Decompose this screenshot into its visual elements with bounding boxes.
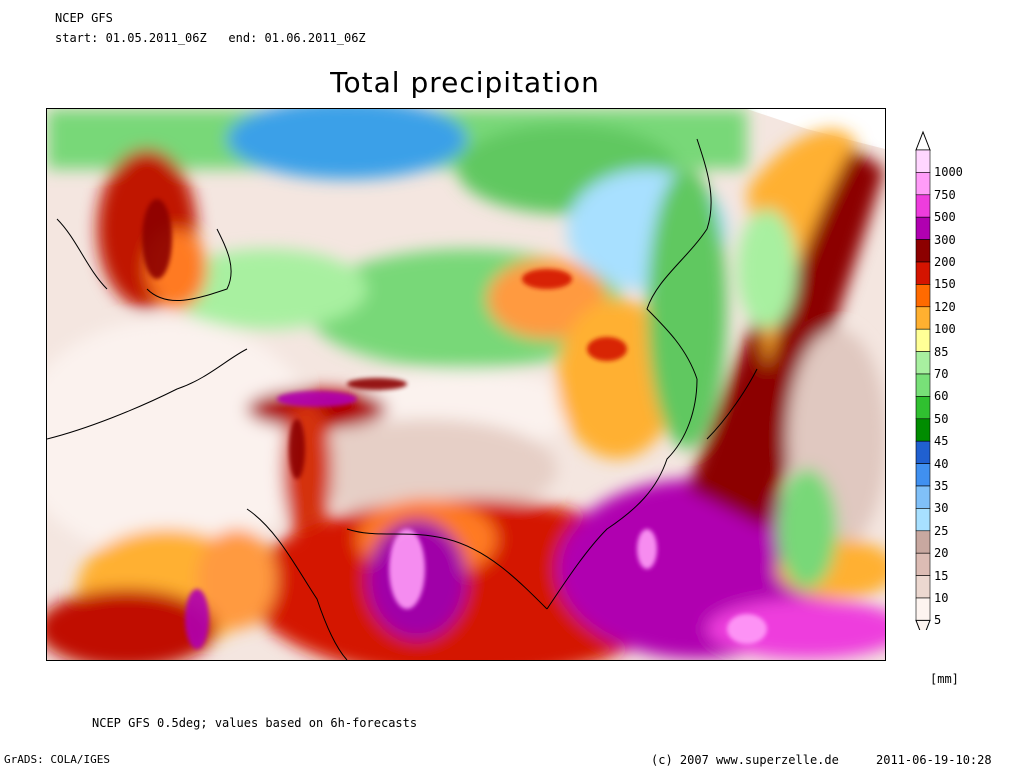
legend-level-label: 100: [934, 322, 956, 337]
legend-level-label: 85: [934, 344, 949, 359]
page-title: Total precipitation: [330, 66, 600, 99]
legend-level-label: 1000: [934, 165, 963, 180]
legend-swatch: [915, 418, 931, 442]
precipitation-map-image: [47, 109, 885, 660]
legend-level-label: 500: [934, 210, 956, 225]
legend-level-label: 750: [934, 187, 956, 202]
legend-swatch: [915, 440, 931, 464]
legend-swatch: [915, 261, 931, 285]
legend-level-label: 40: [934, 456, 949, 471]
unit-label: [mm]: [930, 672, 959, 686]
legend-swatch: [915, 552, 931, 576]
legend-swatch: [915, 575, 931, 599]
legend-bottom-arrow: [915, 619, 931, 640]
legend-top-arrow: [915, 130, 931, 151]
legend-swatch: [915, 463, 931, 487]
legend-level-label: 120: [934, 299, 956, 314]
legend-level-label: 300: [934, 232, 956, 247]
precipitation-map: [46, 108, 886, 661]
legend-level-label: 20: [934, 546, 949, 561]
legend-swatch: [915, 194, 931, 218]
legend-swatch: [915, 530, 931, 554]
legend-colorbar: [915, 130, 931, 640]
legend-swatch: [915, 351, 931, 375]
legend-level-label: 30: [934, 501, 949, 516]
legend-level-label: 45: [934, 434, 949, 449]
color-legend: [914, 130, 938, 640]
legend-swatch: [915, 373, 931, 397]
legend-swatch: [915, 239, 931, 263]
legend-level-label: 150: [934, 277, 956, 292]
model-name: NCEP GFS: [55, 11, 113, 25]
legend-swatch: [915, 396, 931, 420]
legend-level-label: 10: [934, 591, 949, 605]
legend-swatch: [915, 508, 931, 532]
legend-swatch: [915, 172, 931, 196]
legend-swatch: [915, 485, 931, 509]
legend-level-label: 60: [934, 389, 949, 404]
legend-level-label: 200: [934, 255, 956, 269]
legend-swatch: [915, 597, 931, 621]
timestamp: 2011-06-19-10:28: [876, 753, 992, 767]
legend-level-label: 5: [934, 613, 942, 628]
legend-level-label: 70: [934, 367, 949, 381]
legend-level-label: 35: [934, 479, 949, 493]
legend-level-label: 15: [934, 568, 949, 583]
legend-swatch: [915, 216, 931, 240]
legend-level-label: 50: [934, 411, 949, 426]
legend-level-label: 25: [934, 523, 949, 538]
source-note: NCEP GFS 0.5deg; values based on 6h-fore…: [92, 716, 418, 730]
forecast-period: start: 01.05.2011_06Z end: 01.06.2011_06…: [55, 31, 366, 45]
legend-swatch: [915, 328, 931, 352]
grads-credit: GrADS: COLA/IGES: [4, 753, 110, 766]
copyright: (c) 2007 www.superzelle.de: [651, 753, 839, 767]
legend-swatch: [915, 306, 931, 330]
legend-swatch: [915, 149, 931, 173]
legend-swatch: [915, 284, 931, 308]
